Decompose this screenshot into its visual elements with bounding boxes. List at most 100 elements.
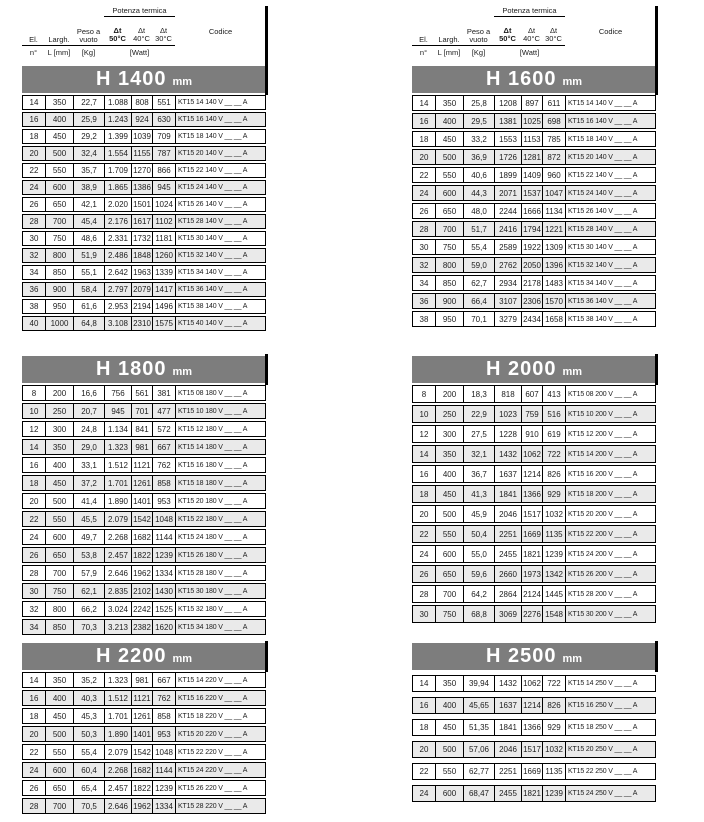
table-row: 28 700 45,4 2.176 1617 1102 KT15 28 140 V __ _… xyxy=(22,214,266,229)
table-row: 36 900 58,4 2.797 2079 1417 KT15 36 140 V __ _… xyxy=(22,282,266,297)
delta-t-dt30-header: Δt 30°C xyxy=(152,26,175,44)
cell-largh: 450 xyxy=(435,485,463,503)
cell-dt30: 516 xyxy=(542,405,565,423)
table-title-unit: mm xyxy=(172,76,193,88)
cell-largh: 600 xyxy=(45,529,73,545)
cell-dt30: 858 xyxy=(152,708,175,724)
cell-el: 28 xyxy=(412,221,435,237)
cell-codice: KT15 38 140 V __ __ A xyxy=(565,311,656,327)
cell-largh: 350 xyxy=(435,675,463,692)
cell-largh: 300 xyxy=(435,425,463,443)
cell-codice: KT15 16 180 V __ __ A xyxy=(175,457,266,473)
table-row: 26 650 42,1 2.020 1501 1024 KT15 26 140 V __ _… xyxy=(22,197,266,212)
table-title-banner: H 2500 mm xyxy=(412,641,658,672)
table-title-unit: mm xyxy=(562,653,583,665)
cell-dt50: 1637 xyxy=(494,697,521,714)
cell-largh: 250 xyxy=(435,405,463,423)
table-row: 28 700 64,2 2864 2124 1445 KT15 28 200 V __ __… xyxy=(412,585,656,603)
cell-dt30: 619 xyxy=(542,425,565,443)
cell-dt40: 1922 xyxy=(521,239,542,255)
peso-line1: Peso a xyxy=(76,27,101,36)
cell-el: 28 xyxy=(412,585,435,603)
cell-largh: 550 xyxy=(435,525,463,543)
table-row: 12 300 27,5 1228 910 619 KT15 12 200 V __ __ A xyxy=(412,425,656,443)
cell-largh: 800 xyxy=(45,248,73,263)
table-row: 22 550 50,4 2251 1669 1135 KT15 22 200 V __ __… xyxy=(412,525,656,543)
table-block-h2000: H 2000 mm 8 200 18,3 818 607 413 KT15 08 200 V _… xyxy=(412,354,658,625)
table-row: 30 750 62,1 2.835 2102 1430 KT15 30 180 V __ _… xyxy=(22,583,266,599)
table-row: 10 250 22,9 1023 759 516 KT15 10 200 V __ __ A xyxy=(412,405,656,423)
cell-peso: 66,2 xyxy=(73,601,104,617)
cell-codice: KT15 28 140 V __ __ A xyxy=(565,221,656,237)
cell-codice: KT15 26 220 V __ __ A xyxy=(175,780,266,796)
cell-codice: KT15 26 140 V __ __ A xyxy=(565,203,656,219)
cell-dt50: 1228 xyxy=(494,425,521,443)
cell-largh: 600 xyxy=(435,185,463,201)
cell-dt30: 1239 xyxy=(152,547,175,563)
cell-largh: 950 xyxy=(45,299,73,314)
table-row: 24 600 38,9 1.865 1386 945 KT15 24 140 V __ __… xyxy=(22,180,266,195)
cell-dt50: 2.176 xyxy=(104,214,131,229)
cell-el: 14 xyxy=(412,95,435,111)
cell-dt50: 1899 xyxy=(494,167,521,183)
cell-largh: 1000 xyxy=(45,316,73,331)
largh-header: Largh. xyxy=(438,35,460,44)
cell-codice: KT15 28 220 V __ __ A xyxy=(175,798,266,814)
cell-dt40: 561 xyxy=(131,385,152,401)
table-row: 16 400 33,1 1.512 1121 762 KT15 16 180 V __ __… xyxy=(22,457,266,473)
cell-peso: 64,2 xyxy=(463,585,494,603)
cell-largh: 650 xyxy=(45,547,73,563)
cell-dt40: 1963 xyxy=(131,265,152,280)
table-title-unit: mm xyxy=(562,366,583,378)
cell-dt30: 1048 xyxy=(152,511,175,527)
cell-dt50: 2455 xyxy=(494,545,521,563)
cell-el: 22 xyxy=(22,744,45,760)
cell-largh: 450 xyxy=(45,708,73,724)
cell-peso: 59,6 xyxy=(463,565,494,583)
cell-dt40: 1155 xyxy=(131,146,152,161)
cell-el: 26 xyxy=(412,203,435,219)
cell-dt50: 1.890 xyxy=(104,493,131,509)
cell-dt40: 2242 xyxy=(131,601,152,617)
table-title-unit: mm xyxy=(562,76,583,88)
cell-dt40: 1821 xyxy=(521,785,542,802)
cell-peso: 24,8 xyxy=(73,421,104,437)
cell-codice: KT15 14 140 V __ __ A xyxy=(175,95,266,110)
cell-dt30: 953 xyxy=(152,493,175,509)
table-row: 8 200 18,3 818 607 413 KT15 08 200 V __ __ A xyxy=(412,385,656,403)
table-row: 28 700 57,9 2.646 1962 1334 KT15 28 180 V __ _… xyxy=(22,565,266,581)
cell-largh: 450 xyxy=(435,131,463,147)
cell-el: 8 xyxy=(412,385,435,403)
cell-peso: 29,2 xyxy=(73,129,104,144)
cell-codice: KT15 16 140 V __ __ A xyxy=(565,113,656,129)
table-row: 14 350 25,8 1208 897 611 KT15 14 140 V __ __ A xyxy=(412,95,656,111)
cell-largh: 400 xyxy=(435,697,463,714)
cell-dt50: 818 xyxy=(494,385,521,403)
table-row: 16 400 45,65 1637 1214 826 KT15 16 250 V __ __… xyxy=(412,697,656,714)
header-underline xyxy=(412,45,565,46)
radiator-data-table: 8 200 16,6 756 561 381 KT15 08 180 V __ __ A 10… xyxy=(22,383,266,637)
cell-el: 20 xyxy=(412,149,435,165)
cell-dt50: 1.323 xyxy=(104,672,131,688)
cell-peso: 22,9 xyxy=(463,405,494,423)
cell-peso: 32,4 xyxy=(73,146,104,161)
cell-dt40: 981 xyxy=(131,672,152,688)
cell-codice: KT15 28 140 V __ __ A xyxy=(175,214,266,229)
cell-peso: 40,3 xyxy=(73,690,104,706)
cell-codice: KT15 18 180 V __ __ A xyxy=(175,475,266,491)
cell-dt30: 381 xyxy=(152,385,175,401)
cell-el: 14 xyxy=(22,439,45,455)
cell-dt50: 3279 xyxy=(494,311,521,327)
cell-el: 36 xyxy=(412,293,435,309)
header-right-black-bar xyxy=(655,354,658,385)
cell-el: 18 xyxy=(412,485,435,503)
cell-largh: 300 xyxy=(45,421,73,437)
cell-dt40: 841 xyxy=(131,421,152,437)
cell-peso: 50,4 xyxy=(463,525,494,543)
table-title: H 2200 xyxy=(95,645,167,667)
cell-largh: 750 xyxy=(435,605,463,623)
table-row: 18 450 45,3 1.701 1261 858 KT15 18 220 V __ __… xyxy=(22,708,266,724)
delta-t-symbol: Δt xyxy=(503,26,512,35)
peso-unit-label: [Kg] xyxy=(81,48,96,57)
